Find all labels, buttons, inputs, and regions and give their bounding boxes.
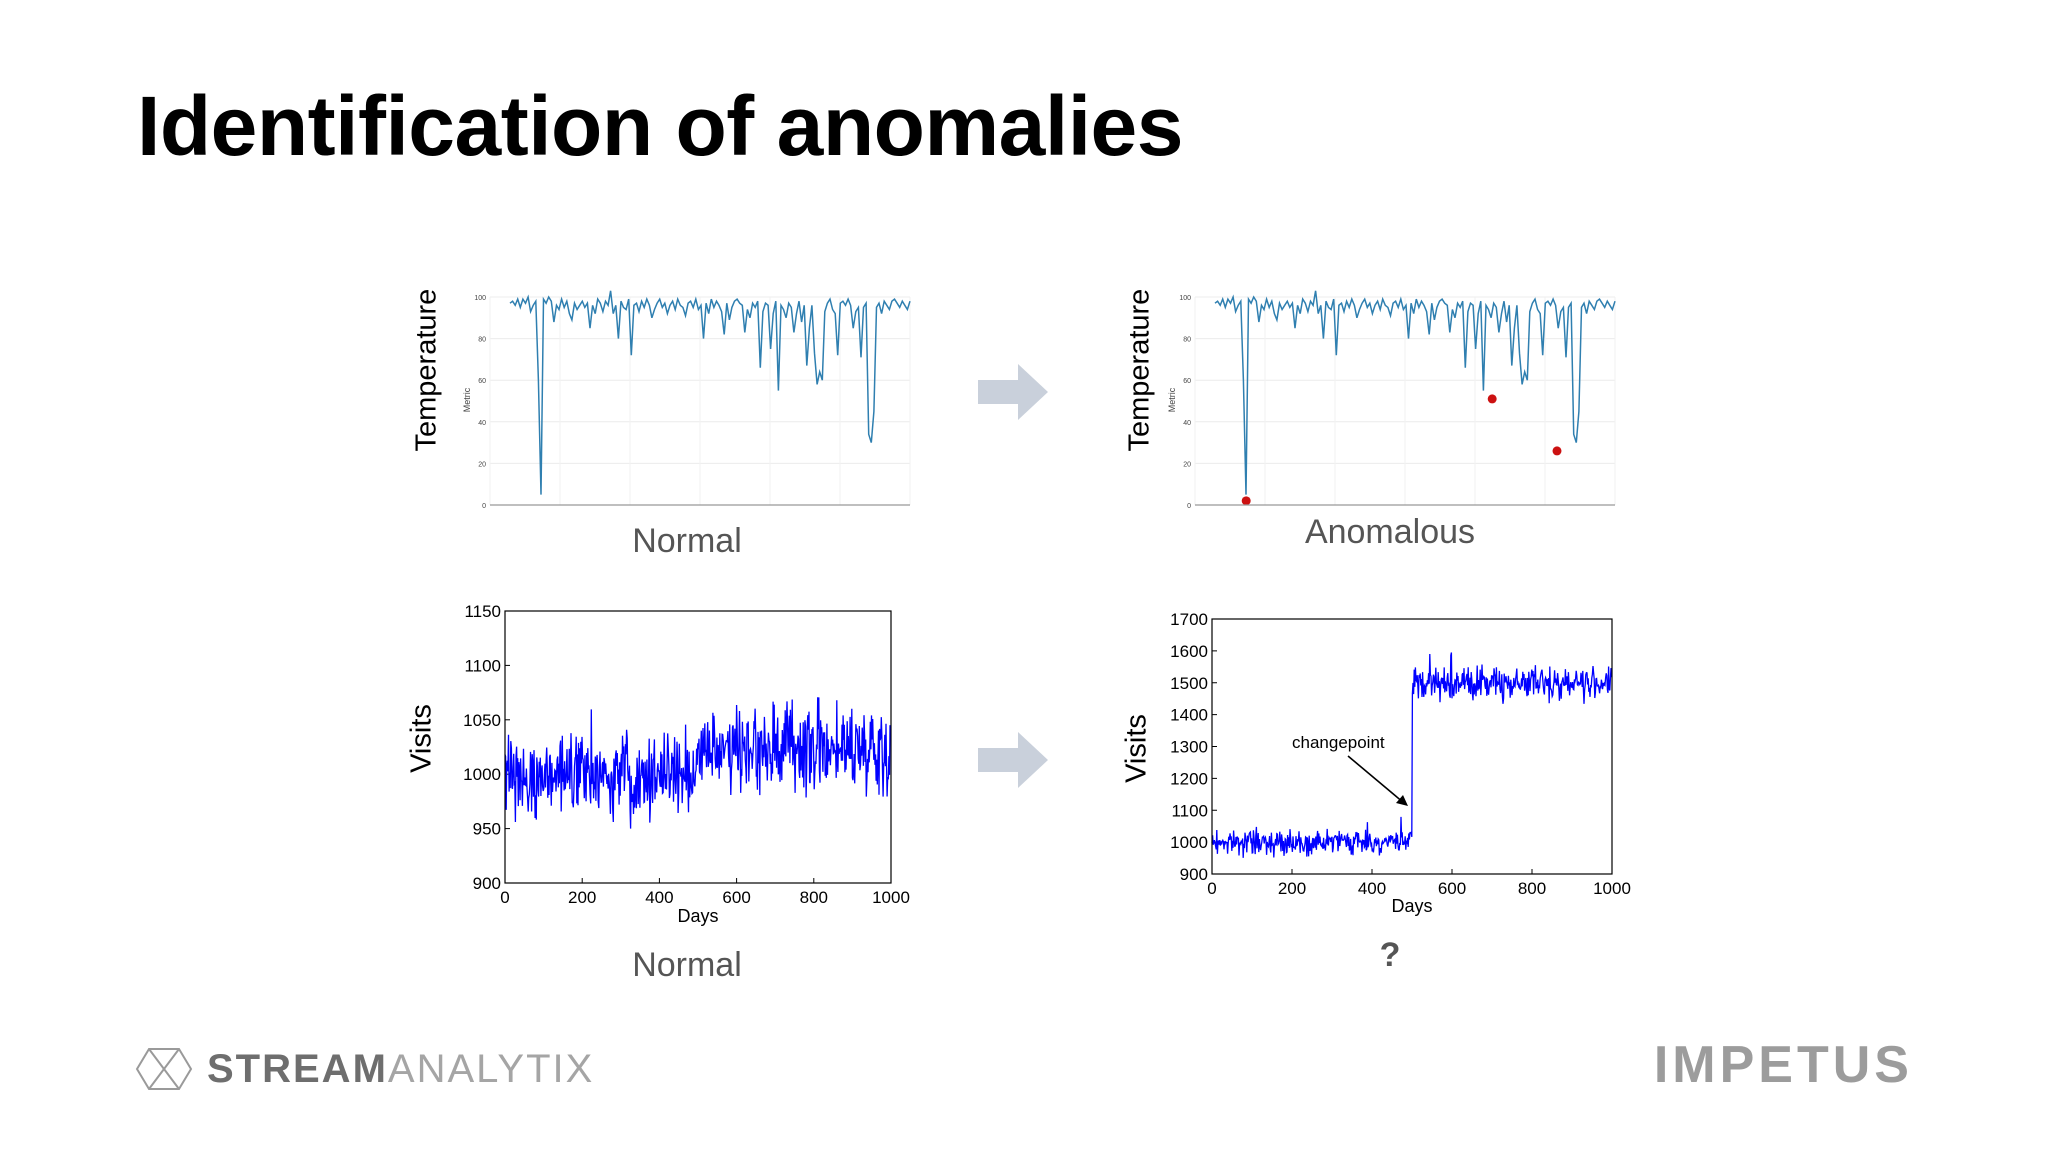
temp-anomalous-ylabel: Temperature [1123,288,1156,452]
x-tick-label: 0 [1207,879,1216,898]
visits-series-line [504,697,892,829]
temperature-series-line [509,290,911,495]
y-tick-label: 1000 [463,765,501,784]
x-tick-label: 600 [1438,879,1466,898]
y-tick-label: 900 [1180,865,1208,884]
right-arrow-icon [978,364,1048,420]
caption-visits-normal: Normal [632,946,742,984]
inner-ylabel: Metric [1167,387,1177,412]
y-tick-label: 900 [473,874,501,893]
x-tick-label: 800 [1518,879,1546,898]
temp-anomalous-chart: 0 20 40 60 80 100 Metric [1167,290,1616,510]
inner-ylabel: Metric [462,387,472,412]
caption-question-mark: ? [1379,936,1401,974]
x-tick-label: 400 [645,888,673,907]
y-tick-label: 60 [1183,378,1191,385]
temp-normal-chart: 0 20 40 60 80 100 Metric [462,290,911,510]
x-tick-label: 600 [722,888,750,907]
impetus-wordmark: IMPETUS [1653,1036,1913,1094]
y-tick-label: 100 [474,295,486,302]
x-tick-label: 200 [1278,879,1306,898]
y-tick-label: 20 [478,461,486,468]
plot-frame [1211,618,1613,875]
caption-temp-anomalous: Anomalous [1304,513,1476,551]
streamanalytix-logo-icon [135,1048,193,1090]
visits-normal-ylabel: Visits [405,704,438,773]
y-tick-label: 20 [1183,461,1191,468]
anomaly-point [1487,394,1497,404]
y-tick-label: 60 [478,378,486,385]
y-tick-label: 0 [482,503,486,510]
changepoint-annotation: changepoint [1292,733,1385,752]
y-tick-label: 1600 [1170,642,1208,661]
slide-title: Identification of anomalies [137,79,1183,173]
grid [1194,296,1616,506]
y-tick-label: 1150 [464,602,501,621]
y-tick-label: 40 [1183,420,1191,427]
changepoint-arrowhead [1396,795,1408,806]
visits-series-line [1211,652,1613,858]
visits-changepoint-ylabel: Visits [1120,714,1153,783]
x-tick-label: 1000 [1593,879,1631,898]
x-tick-label: 800 [800,888,828,907]
x-axis-label: Days [1391,896,1432,916]
y-tick-label: 1200 [1170,769,1208,788]
plot-frame [504,610,892,884]
y-tick-label: 1400 [1170,706,1208,725]
y-tick-label: 0 [1187,503,1191,510]
y-tick-label: 1000 [1170,833,1208,852]
y-tick-label: 1300 [1170,738,1208,757]
temperature-series-line [1214,290,1616,495]
y-tick-label: 1700 [1170,610,1208,629]
x-tick-label: 0 [500,888,509,907]
right-arrow-icon [978,732,1048,788]
visits-changepoint-chart: 900 1000 1100 1200 1300 1400 1500 1600 1700 0 200 4… [1170,610,1631,916]
x-tick-label: 200 [568,888,596,907]
streamanalytix-brand: STREAMANALYTIX [135,1044,594,1094]
y-tick-label: 1500 [1170,674,1208,693]
y-tick-label: 80 [1183,337,1191,344]
grid [489,296,911,506]
x-tick-label: 1000 [872,888,910,907]
y-tick-label: 100 [1179,295,1191,302]
changepoint-arrow [1347,755,1405,804]
y-tick-label: 1050 [463,711,501,730]
x-axis-label: Days [677,906,718,926]
y-tick-label: 1100 [464,656,501,675]
anomaly-point [1552,446,1562,456]
x-tick-label: 400 [1358,879,1386,898]
anomaly-point [1241,496,1251,506]
temp-normal-ylabel: Temperature [410,288,443,452]
y-tick-label: 950 [473,820,501,839]
y-tick-label: 40 [478,420,486,427]
y-tick-label: 1100 [1171,801,1208,820]
streamanalytix-wordmark: STREAMANALYTIX [207,1046,595,1091]
y-tick-label: 80 [478,337,486,344]
caption-temp-normal: Normal [632,522,742,560]
